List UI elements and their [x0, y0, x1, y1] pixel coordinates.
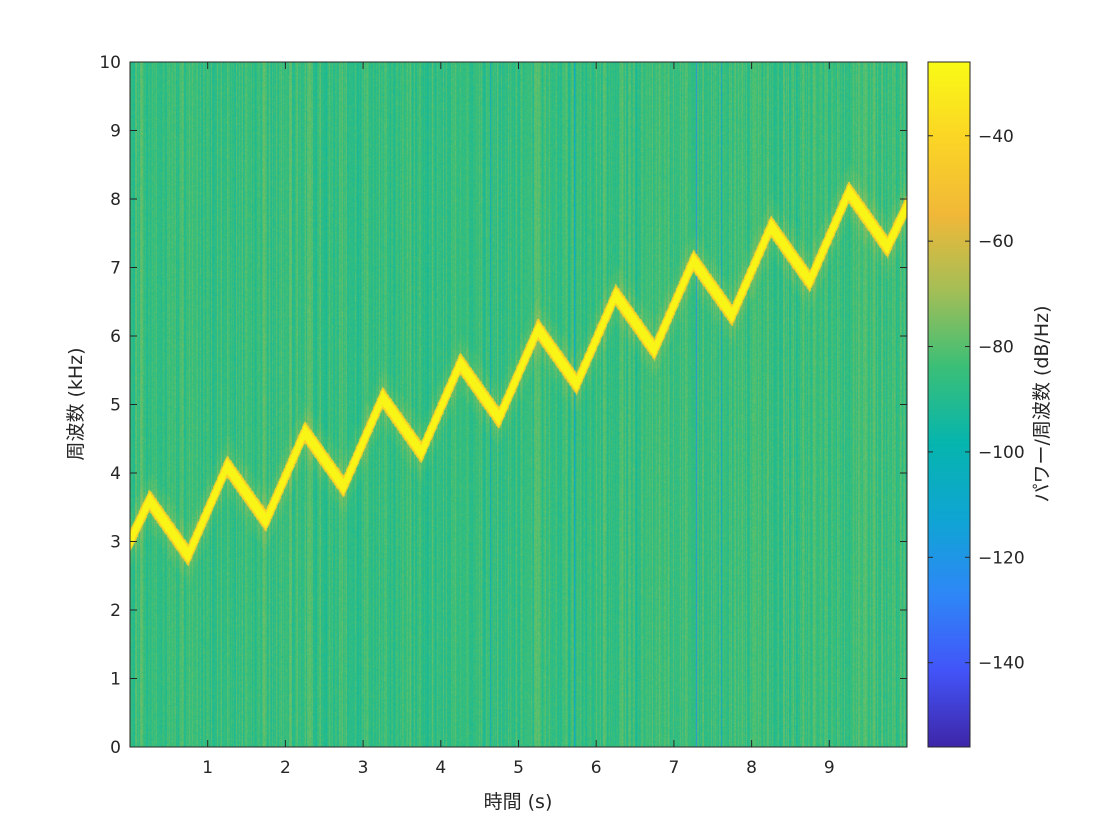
- x-axis-label: 時間 (s): [484, 791, 553, 813]
- y-tick-label: 2: [110, 601, 121, 621]
- x-tick-label: 5: [513, 758, 524, 778]
- y-axis-label: 周波数 (kHz): [65, 347, 87, 460]
- x-tick-label: 8: [746, 758, 757, 778]
- colorbar-tick-label: −40: [978, 127, 1014, 147]
- x-tick-label: 2: [280, 758, 291, 778]
- x-tick-label: 1: [202, 758, 213, 778]
- y-tick-label: 1: [110, 670, 121, 690]
- y-tick-label: 10: [99, 53, 121, 73]
- y-tick-label: 7: [110, 259, 121, 279]
- colorbar-tick-label: −140: [978, 654, 1025, 674]
- colorbar-tick-label: −60: [978, 232, 1014, 252]
- colorbar-tick-label: −120: [978, 548, 1025, 568]
- y-tick-label: 0: [110, 738, 121, 758]
- colorbar: −40 −60 −80 −100 −120 −140 パワー/周波数 (dB/Hz): [927, 61, 1053, 748]
- y-tick-label: 9: [110, 122, 121, 142]
- spectrogram-heatmap: [130, 62, 907, 747]
- colorbar-label: パワー/周波数 (dB/Hz): [1031, 305, 1053, 502]
- x-tick-label: 4: [435, 758, 446, 778]
- y-tick-label: 5: [110, 396, 121, 416]
- x-tick-label: 9: [824, 758, 835, 778]
- colorbar-frame: [927, 61, 971, 748]
- spectrogram-plot: 1 2 3 4 5 6 7 8 9 0 1 2 3 4 5 6 7 8 9 10 時間 (s) 周波数 (kHz): [65, 53, 908, 813]
- y-axis: 0 1 2 3 4 5 6 7 8 9 10: [99, 53, 907, 758]
- colorbar-tick-label: −100: [978, 443, 1025, 463]
- colorbar-gradient: [928, 62, 970, 747]
- colorbar-ticks: −40 −60 −80 −100 −120 −140: [928, 127, 1025, 674]
- x-tick-label: 6: [591, 758, 602, 778]
- colorbar-tick-label: −80: [978, 338, 1014, 358]
- y-tick-label: 4: [110, 464, 121, 484]
- x-axis: 1 2 3 4 5 6 7 8 9: [202, 62, 835, 778]
- y-tick-label: 8: [110, 190, 121, 210]
- y-tick-label: 6: [110, 327, 121, 347]
- x-tick-label: 3: [358, 758, 369, 778]
- y-tick-label: 3: [110, 533, 121, 553]
- x-tick-label: 7: [668, 758, 679, 778]
- heatmap-image: [130, 62, 907, 747]
